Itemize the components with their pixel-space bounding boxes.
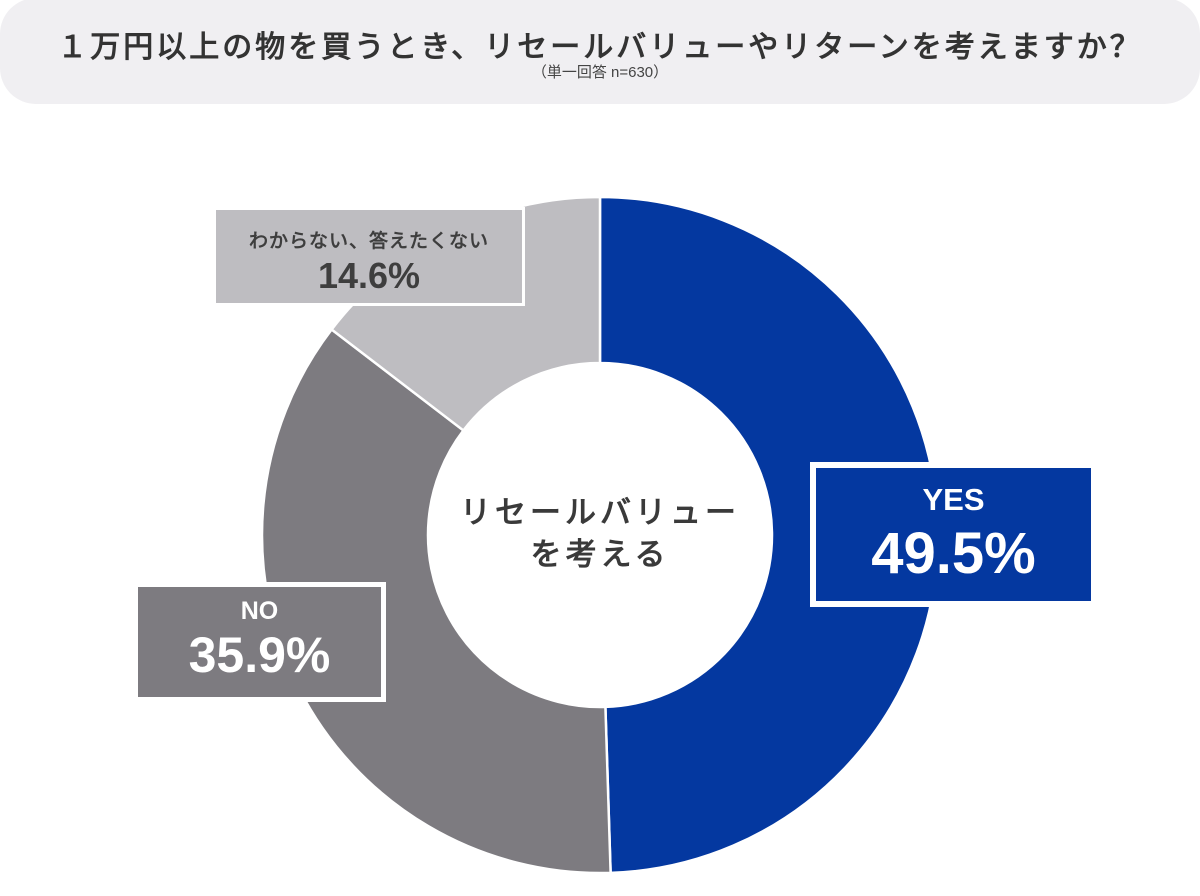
- label-unknown: わからない、答えたくない 14.6%: [213, 207, 525, 306]
- center-label-line1: リセールバリュー: [460, 495, 740, 530]
- chart-title: １万円以上の物を買うとき、リセールバリューやリターンを考えますか？: [57, 31, 1143, 64]
- label-yes-name: YES: [922, 482, 985, 517]
- center-label-line2: を考える: [530, 537, 670, 572]
- label-unknown-value: 14.6%: [317, 255, 421, 296]
- center-label: リセールバリュー を考える: [430, 492, 770, 576]
- chart-subtitle: （単一回答 n=630）: [531, 64, 669, 81]
- title-banner: １万円以上の物を買うとき、リセールバリューやリターンを考えますか？ （単一回答 …: [0, 0, 1200, 104]
- label-yes-value: 49.5%: [871, 521, 1036, 586]
- label-unknown-name: わからない、答えたくない: [248, 231, 489, 252]
- label-no: NO 35.9%: [133, 582, 386, 702]
- label-yes: YES 49.5%: [810, 462, 1097, 607]
- donut-hole: [428, 363, 772, 707]
- donut-segments: [260, 195, 940, 875]
- label-no-name: NO: [240, 597, 279, 625]
- label-no-value: 35.9%: [188, 627, 331, 683]
